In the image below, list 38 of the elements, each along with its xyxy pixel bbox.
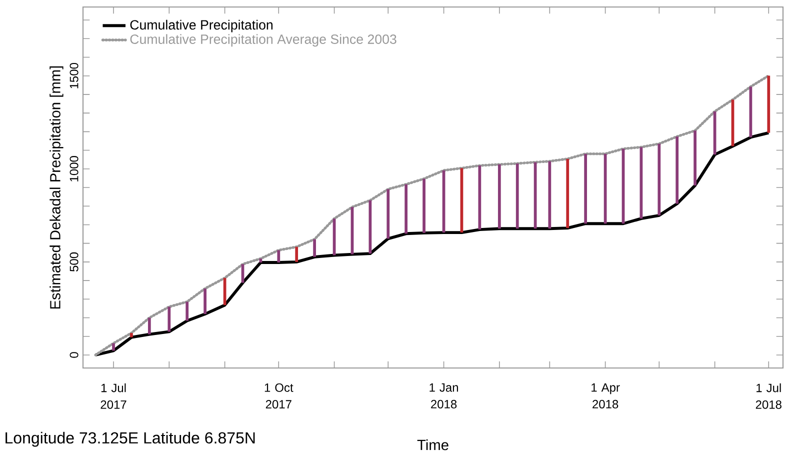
bar — [566, 158, 570, 228]
bar — [478, 166, 482, 230]
bar — [313, 239, 316, 257]
bar — [676, 136, 679, 204]
x-tick-label: 1 Apr 2018 — [592, 383, 620, 408]
bar — [498, 164, 501, 229]
line-series — [94, 74, 770, 356]
y-tick-label: 0 — [70, 352, 78, 358]
legend-label: Cumulative Precipitation — [130, 20, 272, 32]
x-tick-label: 1 Jul 2018 — [756, 383, 782, 409]
bar — [767, 76, 770, 133]
bar — [658, 144, 661, 216]
bar — [204, 288, 206, 314]
bar — [277, 250, 280, 262]
x-axis-title: Time — [417, 439, 448, 450]
bar — [295, 246, 298, 262]
bar — [112, 343, 115, 351]
bar — [584, 154, 587, 224]
bar — [130, 333, 133, 338]
bar — [186, 302, 189, 321]
bar — [386, 189, 390, 239]
text: Longitude 73.125E Latitude 6.875N — [6, 432, 255, 447]
bar — [422, 178, 426, 233]
bar — [368, 200, 372, 254]
x-tick-label: 1 Oct 2017 — [264, 383, 294, 409]
x-tick-label: 1 Jan 2018 — [430, 383, 458, 408]
y-tick-label: 1000 — [70, 156, 78, 182]
bar — [694, 130, 696, 186]
y-tick-label: 1500 — [70, 62, 78, 88]
bar — [168, 306, 171, 332]
bar — [516, 164, 519, 229]
y-axis-title: Estimated Dekadal Precipitation [mm] — [50, 66, 64, 309]
bar — [404, 184, 408, 234]
bar — [148, 318, 151, 334]
legend-label: Cumulative Precipitation Average Since 2003 — [130, 34, 396, 47]
y-tick-label: 500 — [70, 252, 78, 272]
x-tick-label: 1 Jul 2017 — [100, 383, 126, 409]
bar — [548, 161, 552, 229]
